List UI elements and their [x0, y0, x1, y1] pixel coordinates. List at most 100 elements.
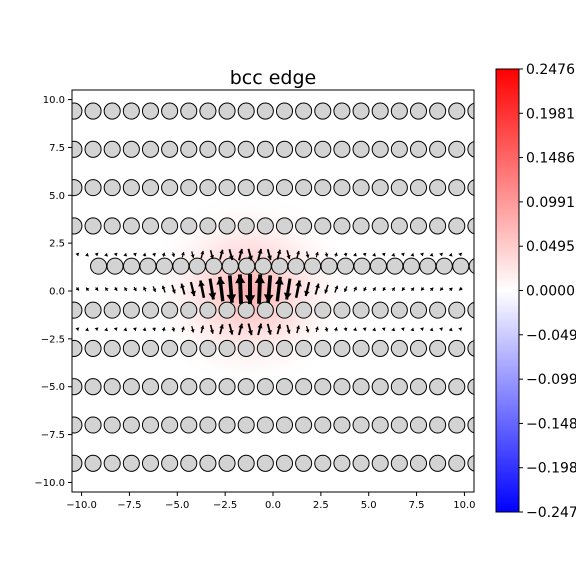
atom-layer	[72, 102, 541, 472]
atom-4-11	[271, 257, 289, 275]
arrow-2-25	[315, 326, 319, 333]
arrow-head	[171, 328, 176, 332]
arrow-head	[133, 287, 137, 292]
arrow-0-27	[333, 252, 338, 257]
arrow-2-19	[257, 323, 263, 336]
arrow-1-11	[180, 283, 186, 295]
arrow-0-4	[113, 252, 118, 257]
atom-0-3	[122, 102, 140, 120]
atom-5-12	[295, 301, 313, 319]
arrow-head	[132, 252, 137, 257]
atom-5-10	[256, 301, 274, 319]
atom-2-13	[314, 179, 332, 197]
arrow-0-3	[104, 253, 109, 257]
arrow-head	[161, 285, 166, 290]
arrow-0-34	[400, 252, 405, 257]
arrow-0-11	[181, 251, 185, 258]
arrow-head	[420, 287, 425, 291]
atom-1-3	[122, 140, 140, 158]
atom-9-0	[72, 454, 83, 472]
atom-2-11	[275, 179, 294, 197]
atom-9-21	[467, 454, 474, 472]
atom-0-12	[295, 102, 313, 120]
atom-6-8	[218, 339, 236, 357]
atom-7-18	[409, 378, 428, 396]
arrow-0-19	[257, 248, 263, 261]
arrow-1-9	[161, 285, 166, 293]
arrow-1-35	[410, 287, 415, 292]
atom-0-11	[275, 102, 294, 120]
atom-4-14	[320, 257, 338, 275]
atom-5-21	[467, 301, 474, 319]
arrow-head	[439, 327, 444, 331]
arrow-head	[267, 255, 272, 260]
arrow-head	[216, 276, 226, 285]
atom-9-17	[390, 454, 408, 472]
atom-3-11	[275, 217, 294, 235]
y-tick-label: 0.0	[49, 287, 65, 298]
y-axis: −10.0 −7.5 −5.0 −2.5 0.0 2.5 5.0 7.5 10.0	[34, 95, 72, 489]
arrow-1-6	[133, 286, 137, 292]
atom-4-13	[304, 257, 322, 275]
atom-7-6	[180, 378, 198, 396]
atom-8-20	[448, 416, 466, 434]
arrow-2-30	[362, 327, 367, 331]
atom-6-9	[237, 339, 255, 357]
arrow-head	[410, 287, 415, 292]
atom-8-1	[84, 416, 102, 434]
arrow-0-13	[200, 250, 205, 259]
arrow-head	[94, 327, 99, 331]
arrow-0-26	[324, 252, 329, 258]
arrow-2-8	[152, 327, 156, 332]
atom-3-0	[72, 217, 83, 235]
arrow-head	[283, 292, 292, 300]
y-tick-label: −7.5	[41, 430, 65, 441]
arrow-head	[190, 329, 195, 333]
atom-1-5	[161, 140, 179, 158]
atom-7-11	[275, 378, 294, 396]
atom-5-19	[429, 301, 447, 319]
arrow-2-21	[276, 324, 282, 335]
arrow-1-5	[124, 286, 128, 292]
atom-3-18	[409, 217, 428, 235]
arrow-head	[171, 289, 176, 294]
arrow-head	[458, 327, 463, 331]
arrow-2-20	[266, 323, 272, 335]
arrow-head	[104, 327, 109, 332]
arrow-head	[276, 324, 282, 329]
atom-6-17	[390, 339, 408, 357]
arrow-head	[391, 253, 396, 257]
arrow-head	[333, 252, 338, 257]
arrow-1-10	[171, 284, 176, 294]
atom-9-3	[122, 454, 140, 472]
atom-1-2	[103, 140, 121, 158]
atom-7-9	[237, 378, 255, 396]
atom-9-2	[103, 454, 121, 472]
atom-1-12	[295, 140, 313, 158]
atom-7-3	[122, 378, 140, 396]
arrow-head	[429, 287, 434, 292]
atom-2-24	[525, 180, 541, 196]
arrow-head	[257, 323, 263, 329]
atom-1-8	[218, 140, 236, 158]
arrow-head	[324, 289, 329, 294]
displacement-arrows	[75, 248, 463, 336]
atom-8-12	[295, 416, 313, 434]
arrow-head	[286, 329, 291, 334]
atom-4-10	[254, 257, 272, 275]
atom-2-15	[352, 179, 370, 197]
arrow-1-18	[244, 274, 256, 305]
atom-9-9	[237, 454, 255, 472]
arrow-head	[226, 294, 237, 303]
atom-2-20	[448, 179, 466, 197]
arrow-1-14	[208, 278, 217, 300]
x-tick-label: 7.5	[409, 500, 425, 511]
arrow-1-19	[254, 274, 265, 304]
colorbar-tick-label: 0.1486	[526, 151, 575, 167]
arrow-head	[161, 327, 166, 331]
arrow-head	[363, 287, 367, 292]
atom-7-8	[218, 378, 236, 396]
atom-3-9	[237, 217, 255, 235]
atom-5-15	[352, 301, 370, 319]
atom-9-10	[256, 454, 274, 472]
